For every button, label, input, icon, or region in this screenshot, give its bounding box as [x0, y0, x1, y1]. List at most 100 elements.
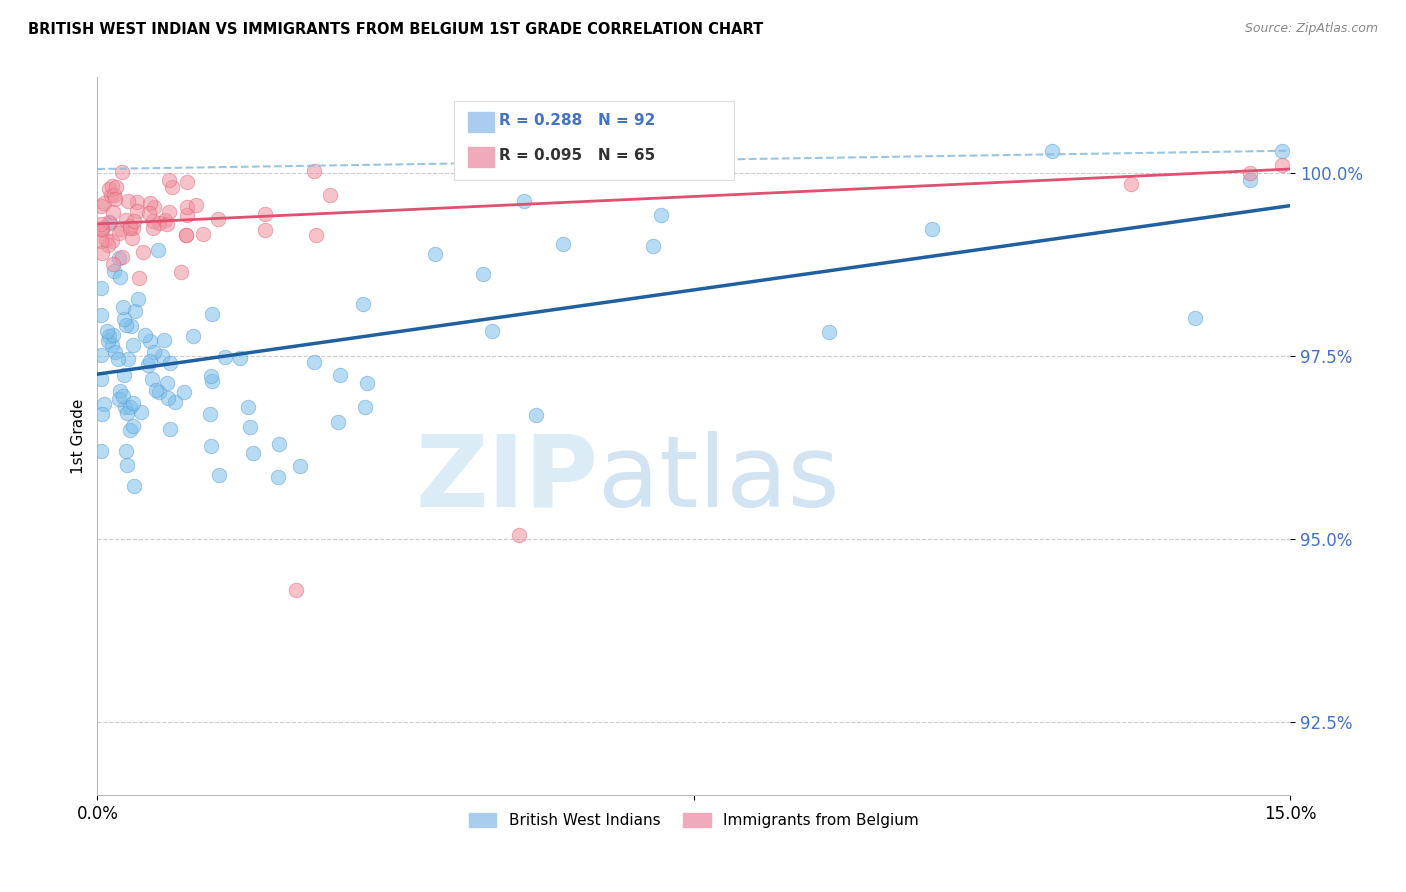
Point: [118, 400, 141, 414]
Point: [107, 352, 129, 367]
Point: [181, 329, 204, 343]
Point: [354, 401, 377, 415]
Point: [103, 187, 125, 202]
Point: [108, 269, 131, 284]
Point: [101, 234, 124, 248]
Point: [128, 270, 150, 285]
Point: [104, 179, 127, 194]
Point: [94, 233, 117, 247]
Point: [114, 400, 136, 414]
Point: [141, 372, 163, 386]
Point: [1040, 144, 1063, 158]
Point: [111, 300, 134, 314]
Point: [153, 213, 176, 227]
Point: [423, 247, 446, 261]
Point: [254, 207, 277, 221]
Point: [650, 208, 672, 222]
Point: [352, 297, 374, 311]
Point: [132, 245, 155, 260]
Point: [160, 180, 183, 194]
Point: [524, 408, 547, 422]
Point: [100, 187, 122, 202]
Point: [176, 175, 198, 189]
Point: [111, 250, 134, 264]
Point: [472, 267, 495, 281]
Point: [143, 201, 166, 215]
Point: [91, 246, 114, 260]
Point: [124, 304, 146, 318]
Point: [174, 227, 197, 242]
Point: [200, 439, 222, 453]
Point: [108, 226, 131, 240]
Point: [98, 182, 121, 196]
Point: [108, 251, 131, 265]
Point: [157, 205, 180, 219]
Point: [201, 307, 224, 321]
Point: [148, 216, 170, 230]
Point: [97, 329, 120, 343]
Point: [117, 352, 139, 367]
Point: [200, 407, 222, 421]
Point: [176, 208, 198, 222]
Point: [139, 196, 162, 211]
Point: [143, 345, 166, 359]
Point: [139, 354, 162, 368]
Point: [641, 238, 664, 252]
Point: [97, 238, 120, 252]
Point: [173, 385, 195, 400]
Point: [159, 356, 181, 370]
Point: [110, 222, 132, 236]
Point: [1271, 158, 1294, 172]
Point: [138, 359, 160, 373]
Point: [328, 368, 350, 382]
Point: [127, 292, 149, 306]
Point: [242, 446, 264, 460]
Point: [118, 219, 141, 233]
Point: [97, 215, 120, 229]
Point: [921, 222, 943, 236]
Text: atlas: atlas: [599, 431, 839, 528]
Y-axis label: 1st Grade: 1st Grade: [72, 399, 86, 475]
Point: [239, 419, 262, 434]
Point: [157, 391, 180, 405]
Point: [117, 194, 139, 208]
Point: [159, 422, 181, 436]
Point: [101, 205, 124, 219]
Point: [508, 528, 530, 542]
Point: [90, 199, 112, 213]
Point: [174, 228, 197, 243]
Point: [90, 308, 112, 322]
Point: [90, 223, 112, 237]
Point: [302, 164, 325, 178]
Point: [111, 389, 134, 403]
Point: [103, 264, 125, 278]
Point: [121, 230, 143, 244]
Point: [112, 311, 135, 326]
Point: [318, 187, 340, 202]
Point: [1239, 173, 1261, 187]
Point: [112, 368, 135, 383]
Point: [138, 205, 160, 219]
Point: [129, 405, 152, 419]
Point: [121, 396, 143, 410]
Point: [481, 324, 503, 338]
Point: [253, 223, 276, 237]
Point: [122, 213, 145, 227]
Point: [101, 327, 124, 342]
Point: [269, 436, 291, 450]
Point: [101, 337, 124, 351]
Point: [90, 371, 112, 385]
Point: [115, 444, 138, 458]
Point: [98, 216, 121, 230]
Point: [117, 458, 139, 472]
Point: [305, 228, 328, 243]
Text: BRITISH WEST INDIAN VS IMMIGRANTS FROM BELGIUM 1ST GRADE CORRELATION CHART: BRITISH WEST INDIAN VS IMMIGRANTS FROM B…: [28, 22, 763, 37]
Point: [122, 221, 145, 235]
Point: [163, 395, 186, 409]
Point: [125, 195, 148, 210]
Point: [145, 383, 167, 397]
Text: Source: ZipAtlas.com: Source: ZipAtlas.com: [1244, 22, 1378, 36]
Point: [551, 236, 574, 251]
Point: [302, 355, 325, 369]
Point: [93, 195, 115, 210]
